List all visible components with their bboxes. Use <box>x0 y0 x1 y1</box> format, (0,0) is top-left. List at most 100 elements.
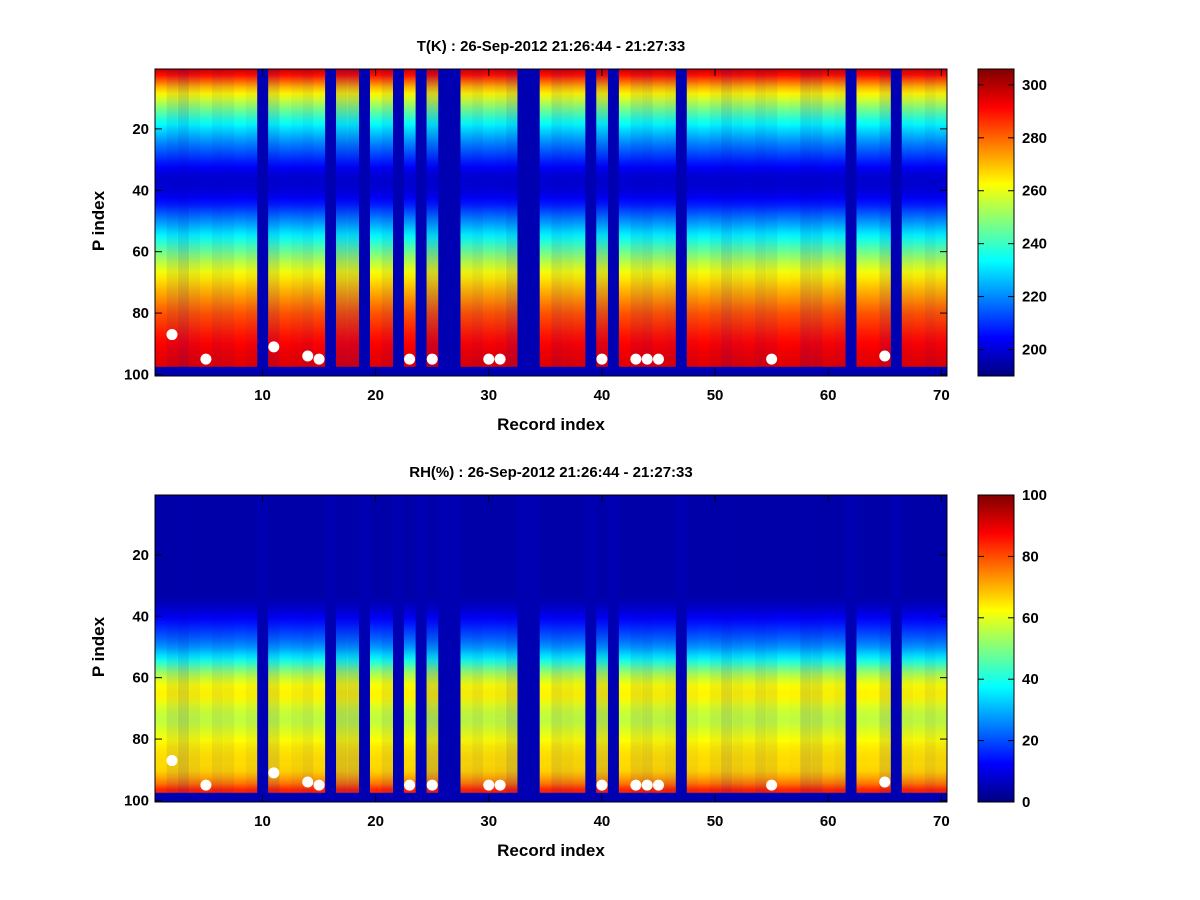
temperature-record-column <box>369 69 382 367</box>
temperature-record-column <box>177 69 190 367</box>
temperature-record-column <box>426 69 439 367</box>
humidity-record-column <box>381 495 393 793</box>
temperature-y-tick-label: 60 <box>132 244 149 261</box>
humidity-surface-marker <box>641 779 653 791</box>
temperature-record-column <box>279 69 292 367</box>
humidity-x-tick-label: 20 <box>367 813 384 830</box>
humidity-surface-marker <box>879 776 891 788</box>
humidity-record-column <box>664 495 676 793</box>
humidity-record-column <box>652 495 665 793</box>
temperature-record-column <box>879 69 891 367</box>
temperature-x-tick-label: 10 <box>254 387 271 404</box>
humidity-record-column <box>618 495 631 793</box>
humidity-record-column <box>313 495 326 793</box>
temperature-y-tick-label: 100 <box>124 366 149 383</box>
temperature-x-tick-label: 60 <box>820 387 837 404</box>
temperature-record-column <box>211 69 224 367</box>
humidity-record-column <box>709 495 722 793</box>
temperature-record-column <box>494 69 507 367</box>
temperature-y-axis-label: P index <box>89 190 108 251</box>
temperature-record-column <box>460 69 473 367</box>
temperature-chart-title: T(K) : 26-Sep-2012 21:26:44 - 21:27:33 <box>417 38 685 55</box>
humidity-chart-title: RH(%) : 26-Sep-2012 21:26:44 - 21:27:33 <box>409 464 692 481</box>
humidity-record-column <box>641 495 654 793</box>
temperature-record-column <box>539 69 552 367</box>
humidity-record-column <box>686 495 699 793</box>
temperature-y-tick-label: 20 <box>132 121 149 138</box>
humidity-x-tick-label: 40 <box>594 813 611 830</box>
humidity-y-tick-label: 40 <box>132 608 149 625</box>
temperature-surface-marker <box>166 329 178 341</box>
temperature-record-column <box>709 69 722 367</box>
humidity-surface-marker <box>166 755 178 767</box>
temperature-surface-marker <box>766 353 778 365</box>
temperature-record-column <box>765 69 778 367</box>
humidity-surface-marker <box>483 779 495 791</box>
humidity-record-column <box>336 495 348 793</box>
temperature-x-tick-label: 70 <box>933 387 950 404</box>
temperature-record-column <box>483 69 495 367</box>
humidity-record-column <box>234 495 246 793</box>
temperature-axes-frame <box>154 68 948 377</box>
temperature-record-column <box>811 69 823 367</box>
temperature-record-column <box>336 69 348 367</box>
humidity-x-tick-label: 70 <box>933 813 950 830</box>
temperature-x-tick-label: 50 <box>707 387 724 404</box>
temperature-surface-marker <box>268 341 280 353</box>
temperature-record-column <box>754 69 767 367</box>
temperature-record-column <box>403 69 416 367</box>
temperature-surface-marker <box>404 353 416 365</box>
temperature-y-tick-label: 40 <box>132 182 149 199</box>
humidity-record-column <box>188 495 201 793</box>
humidity-x-axis-label: Record index <box>497 841 605 860</box>
humidity-record-column <box>754 495 767 793</box>
temperature-record-column <box>302 69 314 367</box>
humidity-surface-marker <box>404 779 416 791</box>
temperature-colorbar-tick-label: 280 <box>1022 130 1047 147</box>
temperature-record-column <box>686 69 699 367</box>
temperature-surface-marker <box>641 353 653 365</box>
humidity-record-column <box>302 495 314 793</box>
humidity-y-tick-label: 100 <box>124 792 149 809</box>
humidity-surface-marker <box>766 779 778 791</box>
temperature-y-tick-label: 80 <box>132 305 149 322</box>
temperature-record-column <box>935 69 948 367</box>
temperature-record-column <box>867 69 880 367</box>
humidity-record-column <box>720 495 733 793</box>
temperature-record-column <box>913 69 925 367</box>
temperature-record-column <box>641 69 654 367</box>
temperature-surface-marker <box>200 353 212 365</box>
temperature-record-column <box>222 69 235 367</box>
humidity-colorbar-tick-label: 0 <box>1022 794 1030 811</box>
humidity-x-tick-label: 10 <box>254 813 271 830</box>
humidity-surface-marker <box>494 779 506 791</box>
humidity-surface-marker <box>596 779 608 791</box>
humidity-record-column <box>879 495 891 793</box>
humidity-record-column <box>732 495 744 793</box>
humidity-record-column <box>867 495 880 793</box>
humidity-record-column <box>551 495 563 793</box>
temperature-record-column <box>856 69 869 367</box>
temperature-record-column <box>901 69 914 367</box>
humidity-colorbar-tick-label: 20 <box>1022 733 1039 750</box>
humidity-record-column <box>369 495 382 793</box>
temperature-record-column <box>799 69 812 367</box>
humidity-y-tick-label: 80 <box>132 731 149 748</box>
temperature-x-tick-label: 40 <box>594 387 611 404</box>
humidity-record-column <box>596 495 608 793</box>
temperature-record-column <box>822 69 835 367</box>
humidity-record-column <box>630 495 642 793</box>
humidity-record-column <box>822 495 835 793</box>
temperature-surface-marker <box>596 353 608 365</box>
humidity-record-column <box>471 495 484 793</box>
temperature-record-column <box>698 69 710 367</box>
temperature-surface-marker <box>879 350 891 362</box>
humidity-colorbar-tick-label: 60 <box>1022 610 1039 627</box>
temperature-surface-marker <box>494 353 506 365</box>
humidity-record-column <box>562 495 575 793</box>
humidity-surface-marker <box>313 779 325 791</box>
temperature-record-column <box>505 69 518 367</box>
humidity-record-column <box>856 495 869 793</box>
temperature-colorbar-tick-label: 260 <box>1022 183 1047 200</box>
temperature-record-column <box>268 69 280 367</box>
